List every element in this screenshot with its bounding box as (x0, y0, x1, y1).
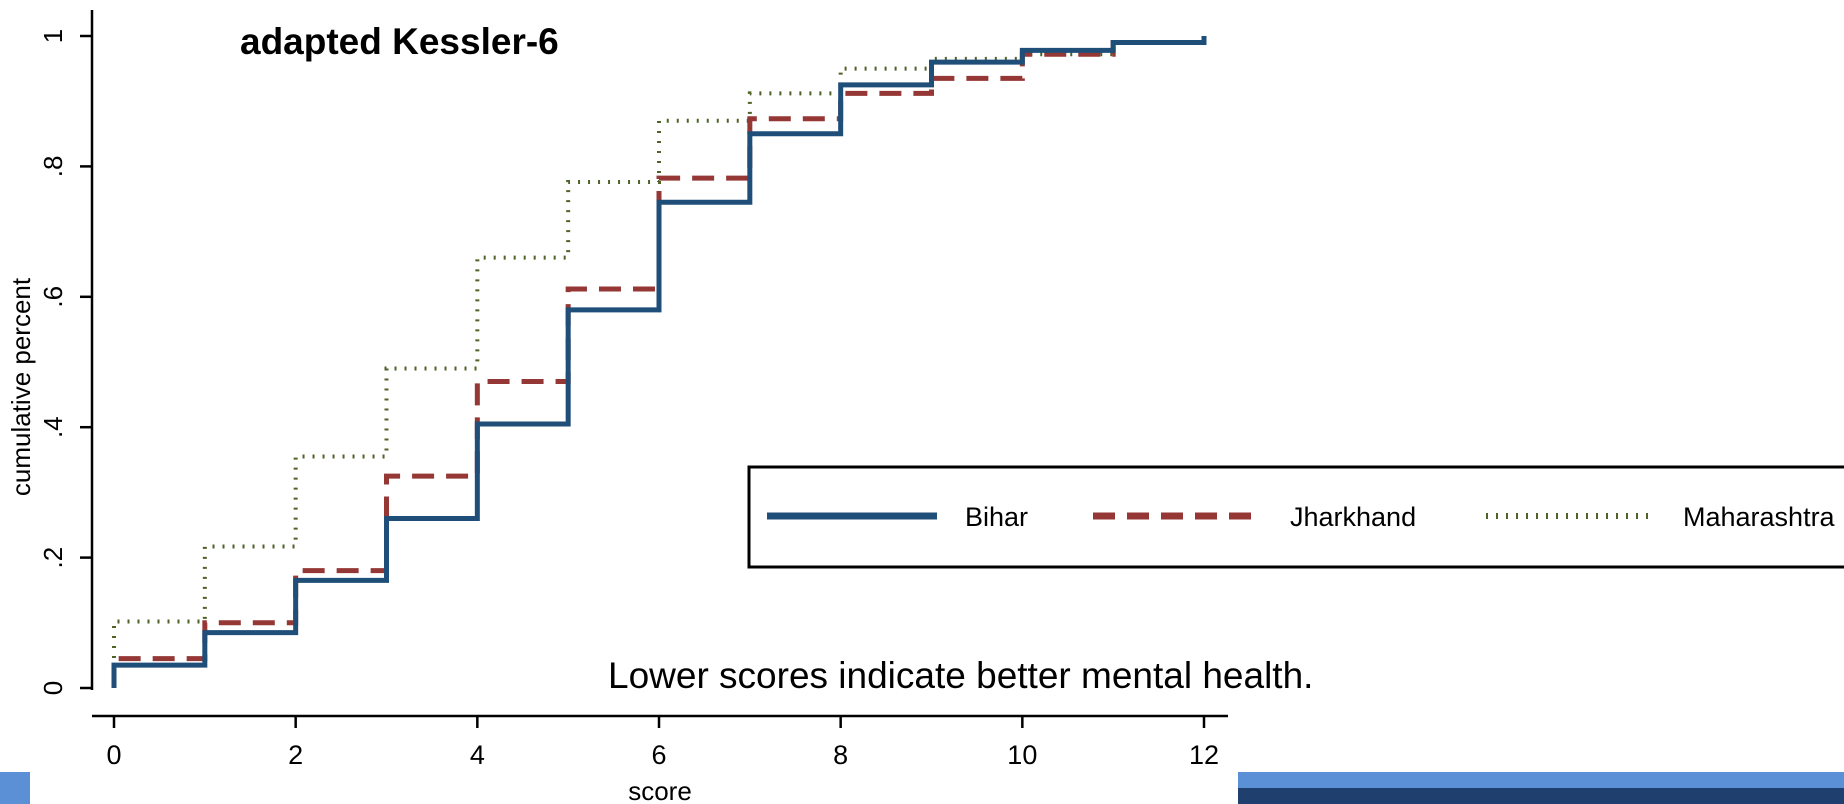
x-tick-label: 12 (1189, 740, 1219, 770)
x-tick-label: 10 (1007, 740, 1037, 770)
x-tick-label: 0 (106, 740, 121, 770)
slide-accent-bar-light (1238, 772, 1844, 788)
y-tick-label: .8 (38, 156, 68, 178)
y-tick-label: .4 (38, 416, 68, 438)
x-axis-label: score (628, 776, 692, 804)
series-line-maharashtra (112, 36, 1206, 688)
series-line-jharkhand (111, 36, 1207, 688)
x-tick-label: 4 (470, 740, 485, 770)
y-tick-label: 1 (38, 29, 68, 43)
x-axis-ticks: 0 2 4 6 8 10 12 (106, 716, 1219, 770)
slide-accent-bar-left (0, 772, 30, 804)
y-tick-label: 0 (38, 681, 68, 695)
legend: Bihar Jharkhand Maharashtra (747, 465, 1844, 569)
x-tick-label: 6 (651, 740, 666, 770)
legend-label-jharkhand: Jharkhand (1290, 502, 1416, 532)
x-tick-label: 8 (833, 740, 848, 770)
y-axis-ticks: 0 .2 .4 .6 .8 1 (38, 29, 92, 695)
chart-annotation: Lower scores indicate better mental heal… (608, 655, 1313, 696)
y-tick-label: .6 (38, 286, 68, 308)
legend-label-bihar: Bihar (965, 502, 1028, 532)
x-tick-label: 2 (288, 740, 303, 770)
slide-accent-bar-dark (1238, 788, 1844, 804)
y-axis-label: cumulative percent (6, 277, 36, 496)
chart-title: adapted Kessler-6 (240, 21, 559, 62)
legend-label-maharashtra: Maharashtra (1683, 502, 1836, 532)
y-tick-label: .2 (38, 547, 68, 569)
series-layer (111, 36, 1207, 688)
series-line-bihar (111, 36, 1207, 688)
